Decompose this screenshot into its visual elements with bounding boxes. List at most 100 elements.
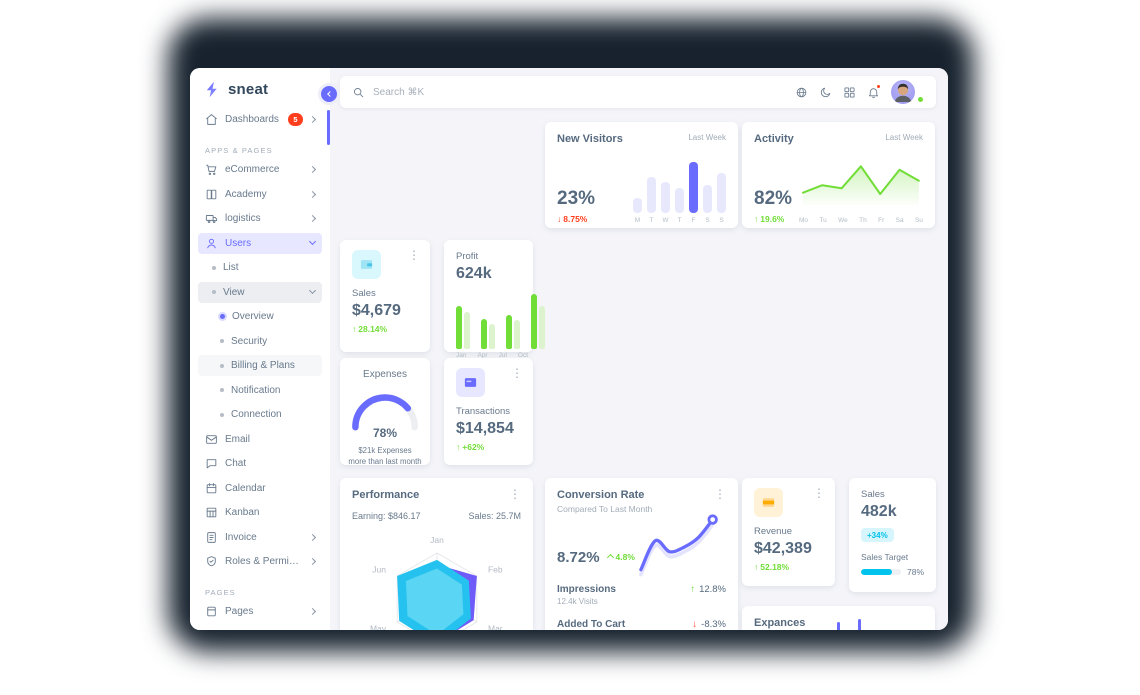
bell-icon	[869, 87, 878, 98]
sidebar-item-label: Kanban	[225, 507, 260, 518]
sidebar-item-list[interactable]: List	[198, 257, 322, 278]
bullet-icon	[220, 363, 224, 368]
transactions-card: ⋮ Transactions $14,854 ↑ +62%	[444, 358, 533, 465]
performance-earning: Earning: $846.17	[352, 511, 421, 521]
sidebar-item-academy[interactable]: Academy	[198, 184, 322, 205]
sidebar-item-roles-permissions[interactable]: Roles & Permiss...	[198, 551, 322, 572]
bar-group	[531, 294, 545, 349]
dashboards-badge: 5	[288, 113, 303, 126]
logo[interactable]: sneat	[190, 68, 330, 109]
sidebar-item-label: Connection	[231, 409, 282, 420]
performance-sales: Sales: 25.7M	[468, 511, 521, 521]
sales-card: ⋮ Sales $4,679 ↑ 28.14%	[340, 240, 430, 352]
expenses-note: $21k Expenses more than last month	[348, 446, 422, 467]
language-button[interactable]	[795, 86, 808, 99]
notification-dot	[876, 83, 881, 89]
bar-group	[456, 306, 470, 349]
bar	[647, 177, 656, 213]
new-visitors-delta: ↓ 8.75%	[557, 214, 588, 224]
profit-value: 624k	[456, 265, 492, 282]
shield-check-icon	[207, 556, 216, 567]
kebab-menu[interactable]: ⋮	[511, 366, 523, 380]
theme-toggle-button[interactable]	[819, 86, 832, 99]
kanban-grid-icon	[206, 507, 217, 518]
kebab-menu[interactable]: ⋮	[813, 486, 825, 500]
bar	[675, 188, 684, 213]
sales-target-value: 78%	[906, 566, 924, 577]
performance-stats: Earning: $846.17 Sales: 25.7M	[340, 511, 533, 521]
search-bar[interactable]	[352, 86, 795, 99]
sidebar-item-chat[interactable]: Chat	[198, 453, 322, 474]
sidebar-item-email[interactable]: Email	[198, 429, 322, 450]
card-title: Sales	[352, 288, 376, 299]
main-content: New Visitors Last Week 23% ↓8.75% M T W T F S…	[330, 68, 948, 630]
axis-label: Th	[859, 217, 867, 224]
axis-label: Fr	[878, 217, 885, 224]
axis-label: Su	[914, 217, 923, 224]
scrollbar-thumb[interactable]	[327, 110, 330, 145]
sidebar-item-logistics[interactable]: logistics	[198, 208, 322, 229]
bar-group	[481, 319, 495, 349]
expenses-value: 78%	[372, 426, 398, 440]
app-window: sneat Dashboards 5 APPS & PAGES eCommerc…	[190, 68, 948, 630]
card-title: Transactions	[456, 406, 511, 417]
bar	[717, 173, 726, 213]
kebab-menu[interactable]: ⋮	[509, 487, 521, 501]
sidebar-item-connection[interactable]: Connection	[198, 404, 322, 425]
transactions-value: $14,854	[456, 420, 514, 437]
bar-label: T	[649, 217, 654, 224]
bar	[661, 182, 670, 213]
sidebar-item-invoice[interactable]: Invoice	[198, 527, 322, 548]
bar-label: S	[705, 217, 710, 224]
arrow-down-icon: ↓	[557, 214, 562, 224]
sidebar-item-pages[interactable]: Pages	[198, 601, 322, 622]
sidebar-item-label: Security	[231, 335, 268, 347]
sidebar-item-dashboards[interactable]: Dashboards 5	[198, 109, 322, 130]
sidebar-item-notification[interactable]: Notification	[198, 380, 322, 401]
sidebar-item-view[interactable]: View	[198, 281, 322, 303]
sales-value: $4,679	[352, 302, 401, 319]
conversion-value: 8.72%	[557, 548, 600, 566]
bar	[539, 306, 545, 349]
sidebar-item-calendar[interactable]: Calendar	[198, 478, 322, 499]
sidebar-item-label: List	[223, 262, 239, 273]
bar	[489, 324, 495, 349]
user-avatar[interactable]	[891, 80, 915, 104]
arrow-up-icon: ↑	[690, 584, 696, 595]
revenue-card: ⋮ Revenue $42,389 ↑ 52.18%	[742, 478, 835, 586]
sidebar-item-security[interactable]: Security	[198, 331, 322, 352]
sidebar-item-overview[interactable]: Overview	[198, 306, 322, 327]
chevron-down-icon	[308, 237, 317, 246]
sales-delta: ↑ 28.14%	[352, 324, 388, 334]
sidebar-nav: Dashboards 5 APPS & PAGES eCommerce Acad…	[190, 109, 330, 622]
sidebar-item-billing-plans[interactable]: Billing & Plans	[198, 355, 322, 376]
bar	[837, 622, 840, 630]
arrow-down-icon: ↓	[692, 619, 698, 630]
sidebar-item-kanban[interactable]: Kanban	[198, 502, 322, 523]
sidebar-item-label: eCommerce	[225, 164, 280, 175]
bullet-icon	[212, 290, 216, 294]
profit-card: Profit 624k Jan Apr Jul Oct	[444, 240, 545, 359]
new-visitors-card: New Visitors Last Week 23% ↓ 8.75% M T W T F S…	[545, 122, 738, 228]
new-visitors-value: 23%	[557, 188, 596, 209]
bar	[481, 319, 487, 349]
notifications-button[interactable]	[867, 83, 881, 99]
topbar-icons	[795, 80, 924, 104]
card-title: Activity	[754, 133, 794, 145]
shortcuts-button[interactable]	[843, 86, 856, 99]
sidebar-item-ecommerce[interactable]: eCommerce	[198, 159, 322, 180]
axis-label: Mo	[799, 217, 809, 224]
wallet-orange-icon	[754, 488, 783, 517]
chevron-left-icon	[327, 91, 333, 97]
sidebar-item-label: Email	[225, 433, 251, 445]
kebab-menu[interactable]: ⋮	[408, 248, 420, 262]
mail-icon	[206, 434, 217, 444]
search-input[interactable]	[373, 86, 573, 98]
sidebar-collapse-button[interactable]	[318, 83, 340, 105]
sidebar-item-users[interactable]: Users	[198, 232, 322, 254]
conversion-rate-card: Conversion Rate ⋮ Compared To Last Month…	[545, 478, 738, 630]
kebab-menu[interactable]: ⋮	[714, 487, 726, 501]
bar	[514, 320, 520, 349]
topbar	[340, 76, 936, 108]
